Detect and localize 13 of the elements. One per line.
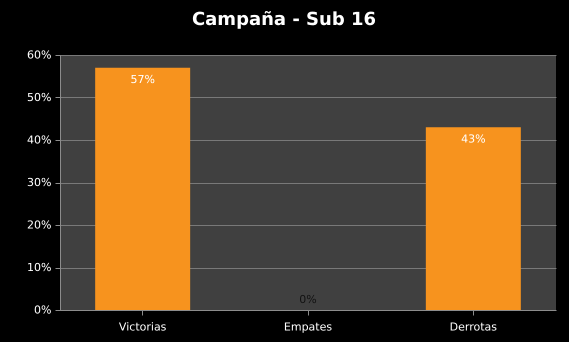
y-tick-label: 60% bbox=[27, 48, 52, 62]
x-tick-label: Derrotas bbox=[450, 320, 498, 334]
chart-title: Campaña - Sub 16 bbox=[192, 9, 376, 30]
y-tick-label: 30% bbox=[27, 176, 52, 189]
y-tick-label: 20% bbox=[27, 218, 52, 232]
y-tick-label: 10% bbox=[27, 261, 52, 274]
data-label: 57% bbox=[130, 72, 155, 86]
y-tick-label: 50% bbox=[27, 91, 52, 104]
x-tick-label: Empates bbox=[284, 320, 332, 334]
data-label: 43% bbox=[461, 132, 486, 146]
y-tick-label: 40% bbox=[27, 134, 52, 146]
x-tick-label: Victorias bbox=[118, 320, 167, 334]
y-tick-label: 0% bbox=[34, 304, 52, 316]
